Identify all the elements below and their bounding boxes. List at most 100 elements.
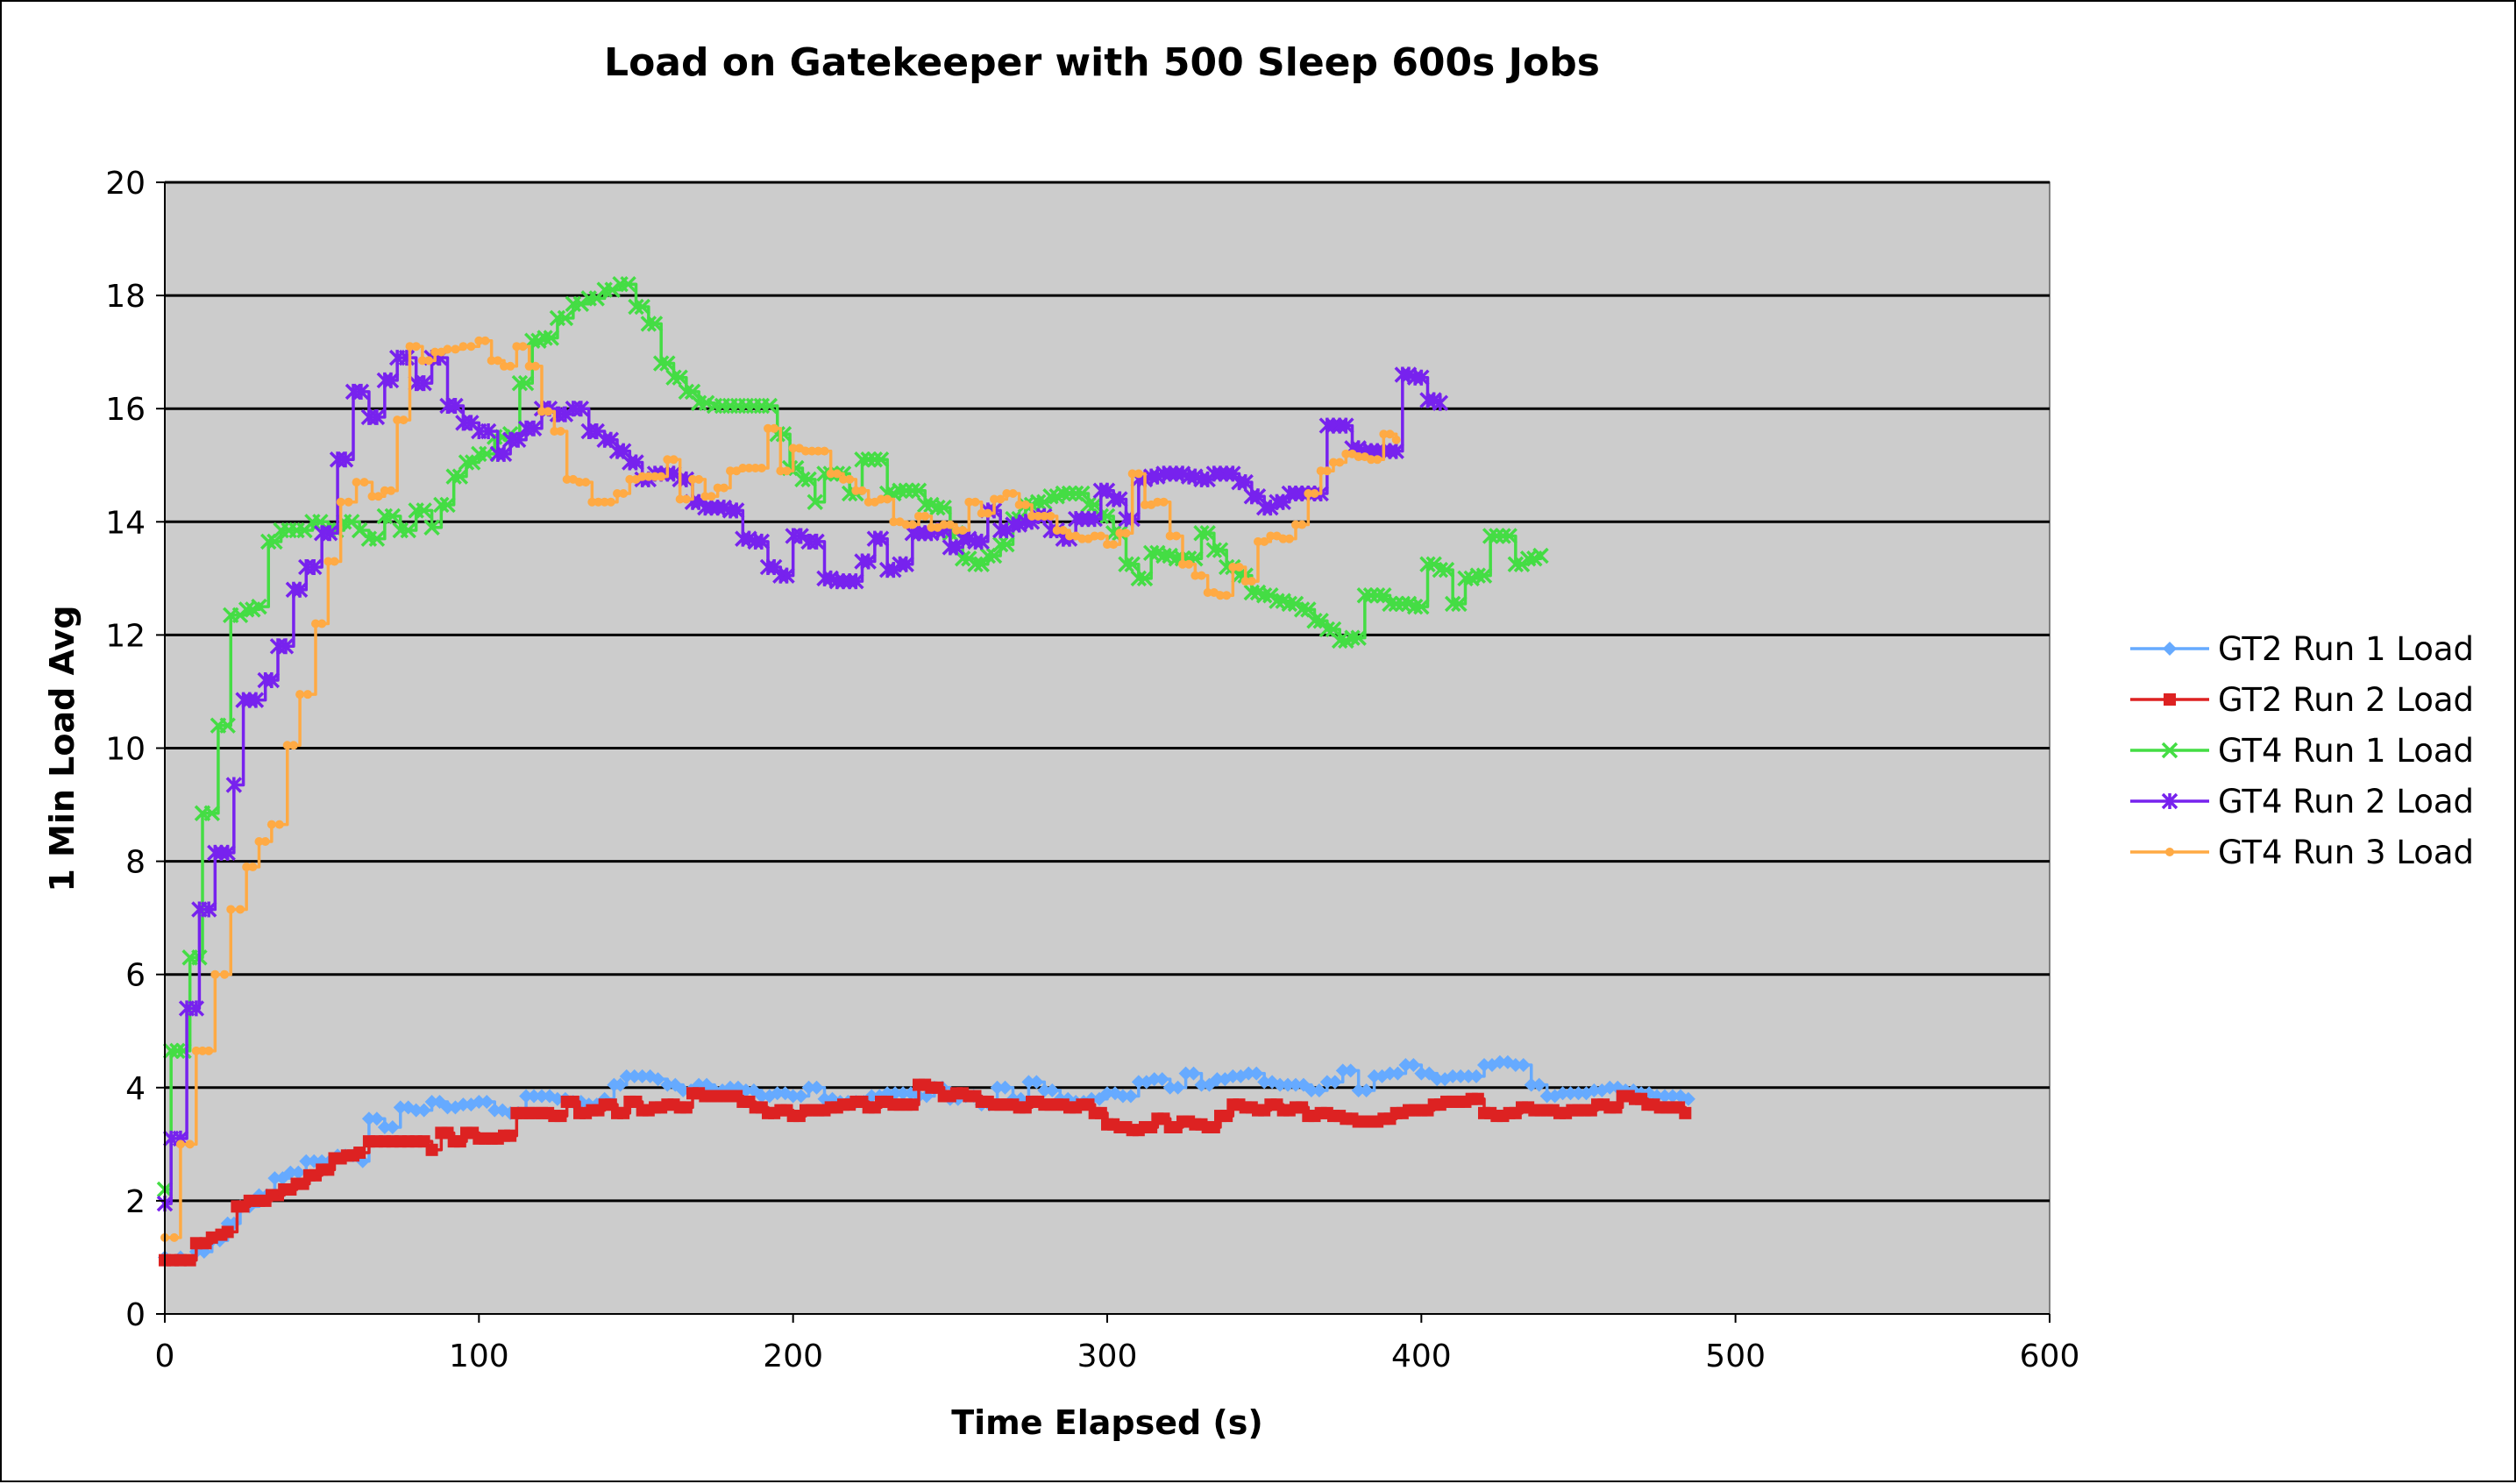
data-point <box>1438 561 1455 579</box>
data-point <box>860 553 877 570</box>
data-point <box>792 528 809 544</box>
y-tick-label: 20 <box>105 166 146 202</box>
data-point <box>1014 500 1024 509</box>
data-point <box>495 445 513 463</box>
y-tick-label: 6 <box>125 958 146 994</box>
data-point <box>174 1253 187 1267</box>
data-point <box>1351 1083 1366 1098</box>
data-point <box>761 397 778 415</box>
data-point <box>675 494 685 504</box>
data-point <box>1469 567 1487 584</box>
data-point <box>625 474 635 484</box>
data-point <box>650 472 659 481</box>
data-point <box>1247 577 1256 586</box>
data-point <box>1432 561 1449 579</box>
series-3 <box>156 275 1549 1198</box>
y-tick-label: 8 <box>125 845 146 881</box>
data-point <box>303 690 313 699</box>
data-point <box>1153 497 1162 507</box>
data-point <box>877 494 885 504</box>
data-point <box>189 1237 203 1250</box>
data-point <box>550 427 559 437</box>
data-point <box>801 1080 816 1095</box>
data-point <box>416 1103 431 1118</box>
data-point <box>1225 465 1241 482</box>
data-point <box>288 741 298 750</box>
data-point <box>260 533 277 550</box>
data-point <box>889 517 899 527</box>
data-point <box>1234 562 1244 572</box>
data-point <box>1319 1075 1334 1090</box>
data-point <box>973 533 990 550</box>
data-point <box>1444 595 1461 613</box>
data-point <box>359 478 369 487</box>
data-point <box>556 427 565 437</box>
data-point <box>801 446 810 456</box>
y-tick-label: 16 <box>105 392 146 428</box>
data-point <box>778 567 795 584</box>
data-point <box>451 468 469 485</box>
data-point <box>175 1140 185 1149</box>
data-point <box>996 494 1006 504</box>
data-point <box>291 581 309 598</box>
data-point <box>1335 458 1345 467</box>
data-point <box>263 671 281 689</box>
data-point <box>323 557 333 566</box>
data-point <box>1086 496 1103 514</box>
data-point <box>519 1089 534 1104</box>
data-point <box>1155 1072 1169 1087</box>
data-point <box>1532 547 1549 564</box>
data-point <box>369 1111 384 1126</box>
data-point <box>1394 595 1411 613</box>
data-point <box>808 533 825 550</box>
data-point <box>430 347 440 357</box>
data-point <box>1461 1069 1476 1083</box>
data-point <box>1077 534 1087 543</box>
data-point <box>1281 1077 1296 1092</box>
data-point <box>248 863 258 872</box>
data-point <box>1210 1072 1225 1087</box>
x-tick-label: 400 <box>1391 1338 1452 1374</box>
data-point <box>458 454 475 471</box>
data-point <box>652 355 670 372</box>
data-point <box>1359 1083 1374 1098</box>
data-point <box>788 444 798 453</box>
data-point <box>188 1000 205 1017</box>
y-tick-label: 14 <box>105 505 146 541</box>
data-point <box>991 536 1009 553</box>
data-point <box>572 400 590 417</box>
data-point <box>423 519 440 536</box>
data-point <box>1090 531 1099 541</box>
data-point <box>527 1089 542 1104</box>
data-point <box>646 316 664 332</box>
data-point <box>1555 1086 1570 1101</box>
data-point <box>793 1089 808 1104</box>
data-point <box>728 502 745 519</box>
data-point <box>1121 529 1131 538</box>
data-point <box>1413 598 1430 615</box>
data-point <box>764 423 772 433</box>
data-point <box>1074 485 1091 502</box>
data-point <box>635 1069 650 1083</box>
data-point <box>1034 511 1043 521</box>
data-point <box>872 451 890 468</box>
data-point <box>1037 1083 1052 1098</box>
data-point <box>872 530 890 547</box>
data-point <box>1197 571 1206 580</box>
data-point <box>964 497 974 507</box>
data-point <box>820 446 829 456</box>
data-point <box>1516 1057 1531 1072</box>
data-point <box>640 316 657 332</box>
data-point <box>854 451 871 468</box>
data-point <box>1269 593 1285 609</box>
data-point <box>659 355 676 372</box>
data-point <box>985 547 1003 564</box>
data-point <box>424 356 433 366</box>
legend-item-4: GT4 Run 2 Load <box>2130 783 2474 820</box>
data-point <box>619 489 629 499</box>
data-point <box>1388 443 1404 459</box>
data-point <box>906 1098 919 1111</box>
data-point <box>1382 595 1398 613</box>
data-point <box>617 1106 630 1119</box>
data-point <box>1524 1077 1539 1092</box>
